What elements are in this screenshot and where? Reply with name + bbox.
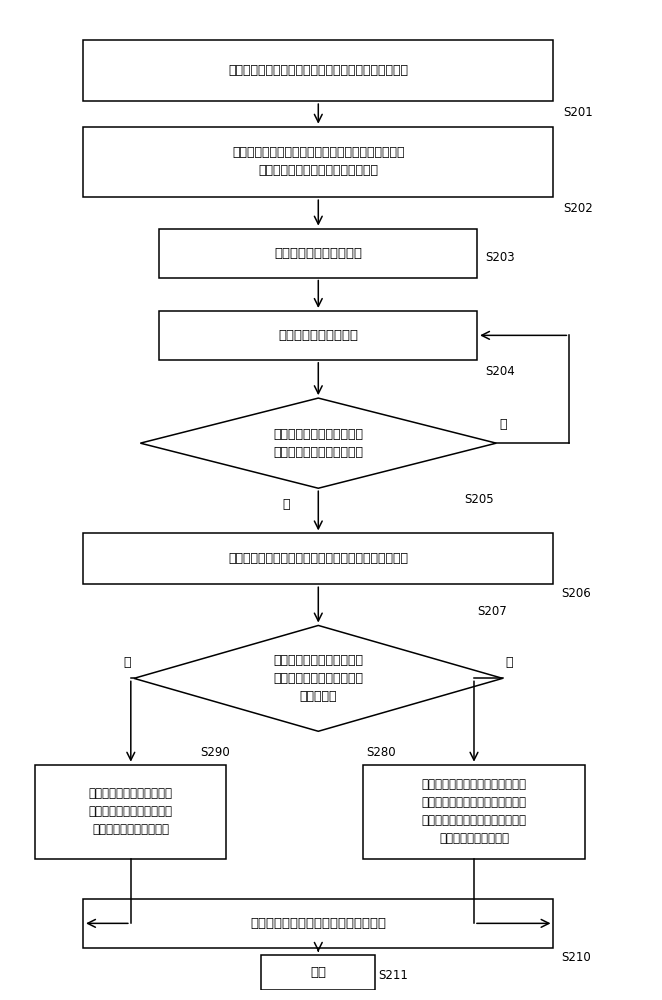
Text: S205: S205 [465, 493, 494, 506]
Text: 控制待设定功能键图标跟随操作点的移动轨迹进行移动: 控制待设定功能键图标跟随操作点的移动轨迹进行移动 [228, 552, 408, 565]
Text: S290: S290 [201, 746, 230, 759]
Bar [83, 40, 553, 101]
Text: 是: 是 [283, 498, 290, 511]
Polygon shape [140, 398, 496, 488]
Bar [160, 229, 477, 278]
Text: 结束: 结束 [310, 966, 326, 979]
Text: 直接确定操作点轨迹的终点位置为
该待设定功能键图标的设定位置，
并将该待设定功能键图标移动至操
作点轨迹的终点位置处: 直接确定操作点轨迹的终点位置为 该待设定功能键图标的设定位置， 并将该待设定功能… [422, 778, 526, 845]
Text: 否: 否 [499, 418, 507, 431]
Bar [160, 311, 477, 360]
Text: S211: S211 [379, 969, 408, 982]
Text: S210: S210 [561, 951, 591, 964]
Text: S201: S201 [563, 106, 592, 119]
Text: S203: S203 [485, 251, 514, 264]
Bar [261, 955, 375, 990]
Text: S280: S280 [366, 746, 396, 759]
Bar [83, 127, 553, 197]
Text: S202: S202 [563, 202, 592, 215]
Text: 记录功能键位置设定后各功能键的坐标: 记录功能键位置设定后各功能键的坐标 [250, 917, 387, 930]
Text: 获取触摸屏上的操作点: 获取触摸屏上的操作点 [278, 329, 358, 342]
Polygon shape [134, 625, 502, 731]
Text: 定义功能键位置设定区域: 定义功能键位置设定区域 [274, 247, 362, 260]
Bar [363, 765, 585, 859]
Bar [36, 765, 226, 859]
Text: 否: 否 [506, 656, 513, 669]
Text: S206: S206 [561, 587, 591, 600]
Text: 提示用户对功能键位置进行自定义设置，同时记录当
前的功能键的坐标位置作为起始位置: 提示用户对功能键位置进行自定义设置，同时记录当 前的功能键的坐标位置作为起始位置 [232, 146, 404, 177]
Bar [83, 533, 553, 584]
Text: S207: S207 [477, 605, 507, 618]
Text: 是: 是 [123, 656, 131, 669]
Text: 将该待设定功能键图标与操
作点轨迹终点所处位置的功
能键图标进行位置的对调: 将该待设定功能键图标与操 作点轨迹终点所处位置的功 能键图标进行位置的对调 [89, 787, 173, 836]
Text: 进入功能键自定义菜单，并启动功能键位置自定义选项: 进入功能键自定义菜单，并启动功能键位置自定义选项 [228, 64, 408, 77]
Text: 判断操作点轨迹的终点位置
是否位于其他功能键图标的
坐标范围内: 判断操作点轨迹的终点位置 是否位于其他功能键图标的 坐标范围内 [273, 654, 363, 703]
Text: S204: S204 [485, 365, 514, 378]
Text: 判断是否存在操作点在待设
定功能键图标的坐标范围内: 判断是否存在操作点在待设 定功能键图标的坐标范围内 [273, 428, 363, 459]
Bar [83, 899, 553, 948]
